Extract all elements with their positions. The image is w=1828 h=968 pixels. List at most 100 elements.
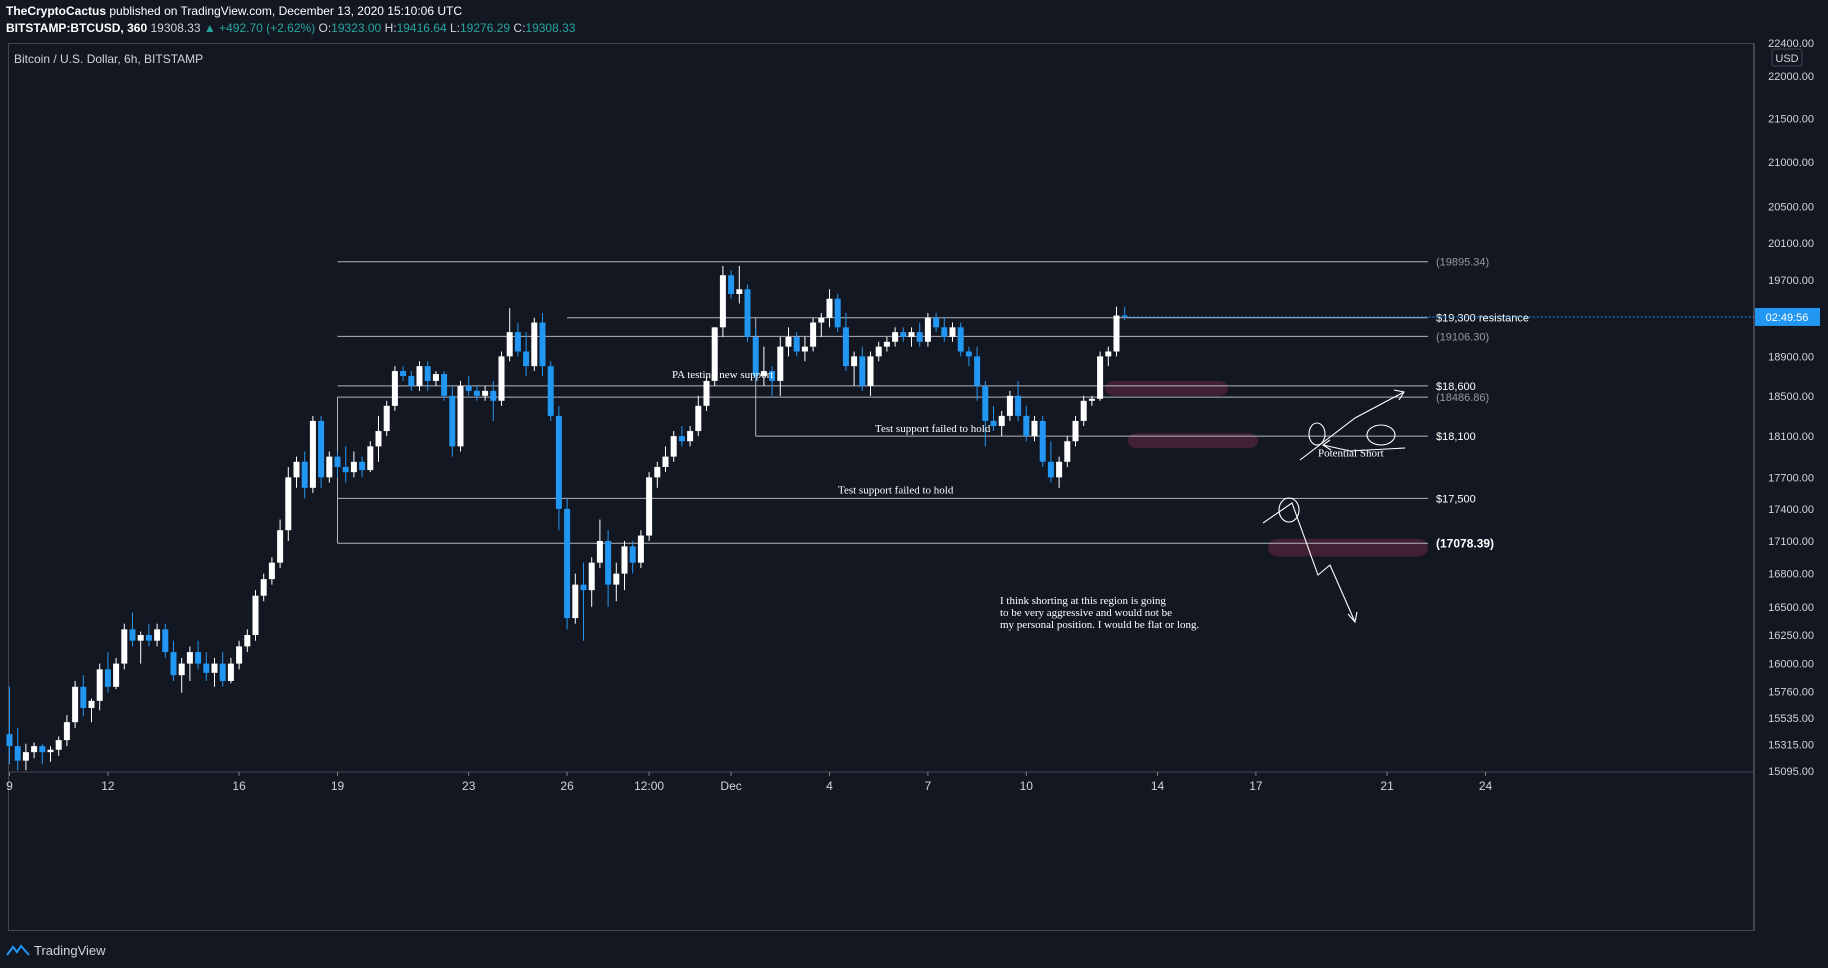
candle-body <box>178 663 185 676</box>
candle-body <box>916 332 923 342</box>
footer-brand[interactable]: TradingView <box>34 942 106 958</box>
candle-body <box>244 635 251 647</box>
candle-body <box>498 356 505 401</box>
candle-body <box>736 289 743 295</box>
candle-body <box>350 461 357 473</box>
highlight-zone <box>1105 380 1228 396</box>
candle-body <box>826 298 833 318</box>
y-tick-label: 15095.00 <box>1768 766 1814 778</box>
candle-body <box>391 371 398 406</box>
candle-body <box>22 752 29 761</box>
candle-body <box>793 336 800 352</box>
candle-body <box>465 385 472 391</box>
candle-body <box>637 535 644 563</box>
open-label: O: <box>318 21 332 35</box>
candle-body <box>457 385 464 447</box>
candle-body <box>523 351 530 367</box>
candle-body <box>744 289 751 337</box>
y-tick-label: 16250.00 <box>1768 630 1814 642</box>
candle-body <box>785 336 792 347</box>
arrow-head <box>1393 389 1405 401</box>
x-tick-label: Dec <box>720 779 741 793</box>
candle-body <box>432 374 439 381</box>
candle-body <box>162 629 169 653</box>
last-price: 19308.33 <box>150 21 201 35</box>
candle-body <box>580 584 587 591</box>
y-tick-label: 17400.00 <box>1768 504 1814 516</box>
x-tick-label: 23 <box>462 779 476 793</box>
high-value: 19416.64 <box>396 21 447 35</box>
x-tick-label: 12:00 <box>634 779 664 793</box>
candle-body <box>219 663 226 681</box>
candle-body <box>908 332 915 337</box>
circle-marker <box>1366 424 1396 446</box>
candle-body <box>482 390 489 396</box>
candle-body <box>490 390 497 401</box>
candle-body <box>96 669 103 701</box>
candle-body <box>1031 420 1038 437</box>
candle-body <box>801 346 808 352</box>
candle-body <box>1080 400 1087 421</box>
candle-body <box>588 562 595 591</box>
candle-body <box>924 317 931 342</box>
candle-body <box>260 579 267 596</box>
close-value: 19308.33 <box>525 21 576 35</box>
y-tick-label: 15760.00 <box>1768 686 1814 698</box>
candle-body <box>6 734 13 747</box>
annotation-note-1: I think shorting at this region is going <box>1000 595 1166 607</box>
candle-body <box>1105 351 1112 357</box>
candle-body <box>662 456 669 467</box>
candle-body <box>670 436 677 457</box>
candle-body <box>170 652 177 676</box>
curve-arrow <box>1322 444 1406 452</box>
candle-body <box>646 477 653 536</box>
price-tag-box <box>1755 307 1820 326</box>
candle-body <box>252 595 259 636</box>
y-tick-label: 21500.00 <box>1768 114 1814 126</box>
candle-body <box>80 686 87 708</box>
candle-body <box>383 405 390 432</box>
candle-body <box>236 646 243 664</box>
candle-body <box>547 366 554 416</box>
candle-body <box>1088 398 1095 401</box>
candle-body <box>1047 461 1054 478</box>
candle-body <box>309 420 316 488</box>
publish-date: published on TradingView.com, December 1… <box>109 4 463 18</box>
candle-body <box>998 415 1005 426</box>
publish-info: TheCryptoCactus published on TradingView… <box>6 4 462 18</box>
footer: TradingView <box>6 940 106 960</box>
candle-body <box>334 456 341 467</box>
tradingview-logo-icon[interactable] <box>6 943 30 957</box>
candle-body <box>145 635 152 641</box>
candle-body <box>326 456 333 478</box>
currency-box <box>1771 48 1803 67</box>
candle-body <box>277 530 284 563</box>
y-tick-label: 22400.00 <box>1768 38 1814 50</box>
highlight-zone <box>1128 433 1258 449</box>
high-label: H: <box>384 21 397 35</box>
candle-body <box>842 327 849 367</box>
candle-body <box>596 540 603 563</box>
low-label: L: <box>449 21 460 35</box>
candle-body <box>974 356 981 386</box>
candle-body <box>1097 356 1104 399</box>
level-label: (18486.86) <box>1436 392 1489 404</box>
candle-body <box>39 746 46 753</box>
candle-body <box>703 380 710 406</box>
candle-body <box>875 346 882 357</box>
candle-body <box>416 366 423 386</box>
x-tick-label: 24 <box>1479 779 1493 793</box>
y-tick-label: 22000.00 <box>1768 71 1814 83</box>
candle-body <box>678 436 685 442</box>
author-name[interactable]: TheCryptoCactus <box>6 4 107 18</box>
candle-body <box>654 466 661 478</box>
price-tag-text: 02:49:56 <box>1766 312 1809 324</box>
y-tick-label: 20100.00 <box>1768 238 1814 250</box>
candle-body <box>55 740 62 750</box>
candle-body <box>1113 315 1120 352</box>
candle-body <box>752 336 759 376</box>
candle-body <box>154 629 161 641</box>
candle-body <box>810 322 817 347</box>
candle-body <box>514 332 521 352</box>
